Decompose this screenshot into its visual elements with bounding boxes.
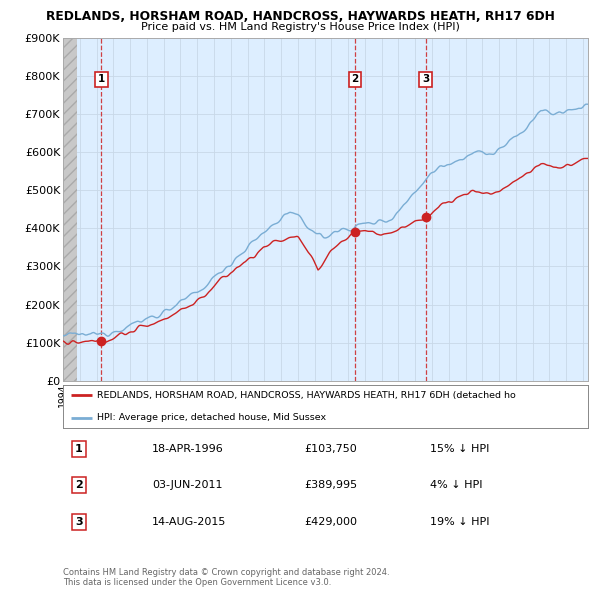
- Text: 3: 3: [75, 517, 83, 527]
- Text: Contains HM Land Registry data © Crown copyright and database right 2024.
This d: Contains HM Land Registry data © Crown c…: [63, 568, 389, 587]
- Text: 2: 2: [352, 74, 359, 84]
- Text: HPI: Average price, detached house, Mid Sussex: HPI: Average price, detached house, Mid …: [97, 413, 326, 422]
- Text: £429,000: £429,000: [305, 517, 358, 527]
- Text: 14-AUG-2015: 14-AUG-2015: [152, 517, 227, 527]
- Text: 18-APR-1996: 18-APR-1996: [152, 444, 224, 454]
- Text: 4% ↓ HPI: 4% ↓ HPI: [431, 480, 483, 490]
- Text: 15% ↓ HPI: 15% ↓ HPI: [431, 444, 490, 454]
- Text: REDLANDS, HORSHAM ROAD, HANDCROSS, HAYWARDS HEATH, RH17 6DH (detached ho: REDLANDS, HORSHAM ROAD, HANDCROSS, HAYWA…: [97, 391, 516, 400]
- Text: £103,750: £103,750: [305, 444, 357, 454]
- Text: 03-JUN-2011: 03-JUN-2011: [152, 480, 223, 490]
- Text: £389,995: £389,995: [305, 480, 358, 490]
- Text: Price paid vs. HM Land Registry's House Price Index (HPI): Price paid vs. HM Land Registry's House …: [140, 22, 460, 32]
- Bar: [63, 38, 77, 381]
- Text: 1: 1: [98, 74, 105, 84]
- Text: 3: 3: [422, 74, 429, 84]
- Text: 2: 2: [75, 480, 83, 490]
- Text: 19% ↓ HPI: 19% ↓ HPI: [431, 517, 490, 527]
- Text: REDLANDS, HORSHAM ROAD, HANDCROSS, HAYWARDS HEATH, RH17 6DH: REDLANDS, HORSHAM ROAD, HANDCROSS, HAYWA…: [46, 10, 554, 23]
- Text: 1: 1: [75, 444, 83, 454]
